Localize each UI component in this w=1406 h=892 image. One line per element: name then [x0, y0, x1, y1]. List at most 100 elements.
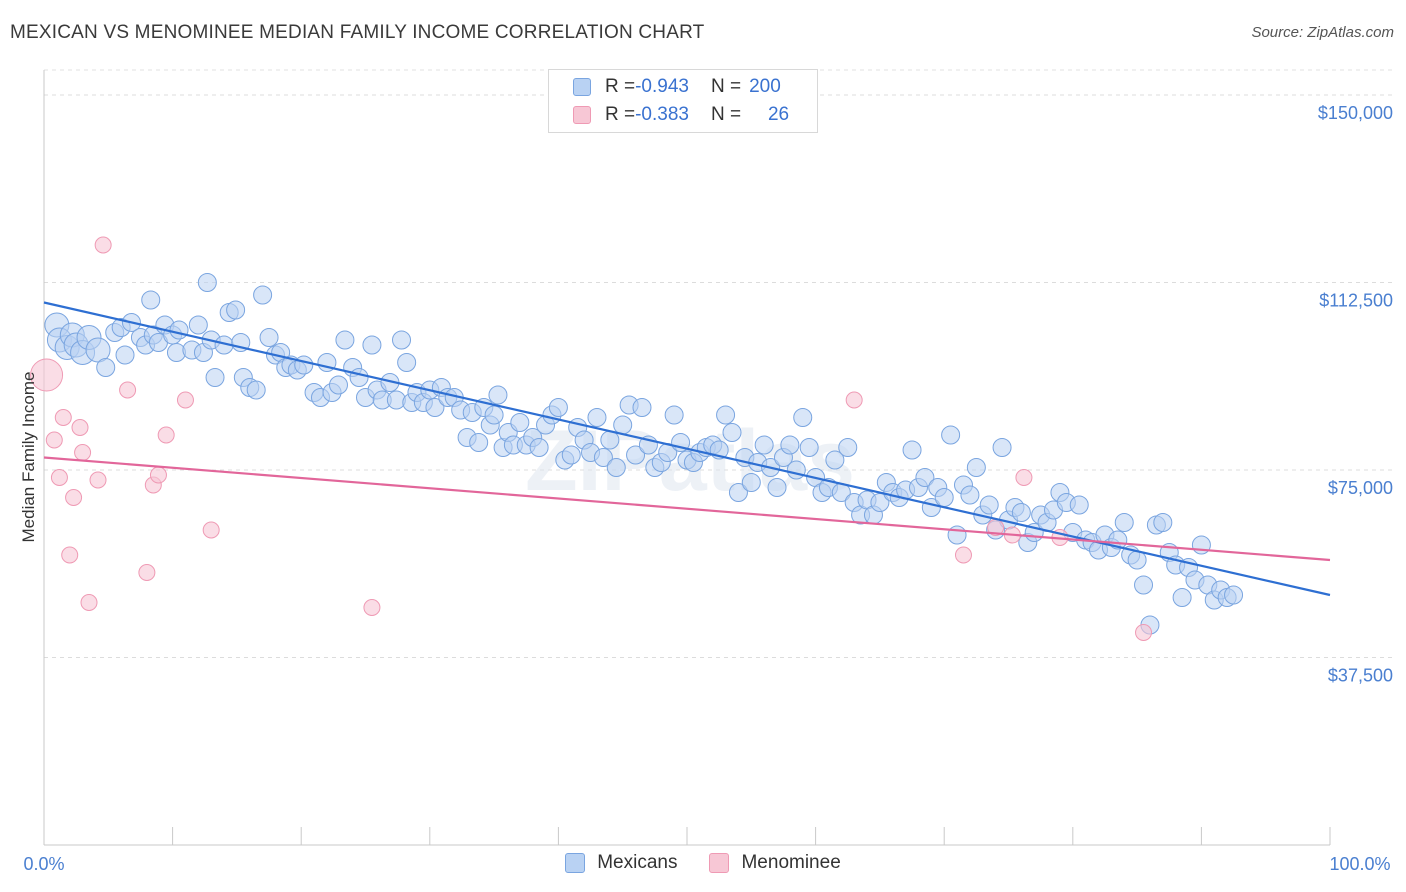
menominee-point [1015, 469, 1033, 486]
legend-row-mexicans: R = -0.943 N = 200 [573, 74, 781, 100]
mexicans-point [169, 320, 189, 340]
mexicans-point [115, 345, 135, 365]
y-tick-label: $112,500 [1319, 291, 1393, 311]
menominee-point [149, 466, 167, 484]
y-tick-label: $75,000 [1328, 478, 1393, 498]
series-legend: Mexicans Menominee [0, 852, 1406, 874]
menominee-point [80, 594, 98, 611]
mexicans-point [1224, 585, 1244, 605]
mexicans-point [587, 408, 607, 427]
mexicans-point [915, 468, 935, 487]
mexicans-point [722, 423, 742, 442]
menominee-point [94, 236, 112, 254]
mexicans-point [328, 375, 348, 395]
legend-row-menominee: R = -0.383 N = 26 [573, 102, 789, 128]
mexicans-point [510, 413, 530, 432]
menominee-point [119, 381, 137, 399]
mexicans-point [632, 398, 652, 417]
mexicans-point [767, 478, 787, 497]
mexicans-point [548, 398, 568, 417]
mexicans-point [934, 488, 954, 507]
legend-swatch-pink [573, 106, 591, 124]
mexicans-point [741, 473, 761, 492]
mexicans-point [1011, 503, 1031, 522]
mexicans-trend-line [43, 301, 1331, 597]
mexicans-point [484, 405, 504, 425]
menominee-point [74, 444, 92, 461]
legend-label-mexicans: Mexicans [597, 852, 678, 873]
mexicans-point [1127, 550, 1147, 570]
legend-swatch-menominee [709, 853, 730, 873]
mexicans-point [362, 335, 382, 355]
mexicans-point [1134, 575, 1154, 595]
mexicans-point [253, 285, 273, 305]
menominee-point [54, 409, 72, 426]
legend-item-mexicans: Mexicans [565, 852, 677, 874]
menominee-point [363, 599, 381, 616]
legend-r-label: R = [605, 76, 636, 97]
mexicans-point [1153, 513, 1173, 532]
menominee-point [176, 391, 194, 409]
y-axis-label: Median Family Income [19, 371, 38, 542]
legend-n-value: 200 [749, 76, 781, 97]
menominee-point [1135, 624, 1153, 641]
mexicans-point [966, 458, 986, 477]
mexicans-point [941, 425, 961, 445]
legend-n-value: 26 [767, 104, 790, 125]
mexicans-point [606, 458, 626, 477]
menominee-point [65, 489, 83, 506]
chart-title: MEXICAN VS MENOMINEE MEDIAN FAMILY INCOM… [10, 22, 705, 43]
mexicans-point [613, 415, 633, 435]
mexicans-point [786, 460, 806, 480]
legend-swatch-blue [573, 78, 591, 96]
mexicans-point [561, 445, 581, 465]
menominee-point [61, 546, 79, 564]
menominee-point [50, 469, 68, 486]
menominee-points [30, 236, 1153, 641]
menominee-point [45, 431, 63, 449]
mexicans-points [44, 273, 1244, 635]
mexicans-point [793, 408, 813, 427]
stats-legend: R = -0.943 N = 200 R = -0.383 N = 26 [548, 69, 818, 133]
menominee-point [30, 358, 64, 392]
menominee-point [845, 391, 863, 409]
mexicans-point [1172, 588, 1192, 607]
legend-r-value: -0.943 [635, 76, 689, 97]
mexicans-point [335, 330, 355, 350]
mexicans-point [754, 435, 774, 455]
menominee-point [157, 426, 175, 444]
mexicans-point [392, 330, 412, 350]
mexicans-point [992, 438, 1012, 457]
mexicans-point [838, 438, 858, 457]
mexicans-point [397, 353, 417, 372]
mexicans-point [205, 368, 225, 387]
x-tick-label-min: 0.0% [23, 854, 64, 874]
mexicans-point [96, 358, 116, 377]
mexicans-point [979, 495, 999, 515]
source-label: Source: ZipAtlas.com [1251, 24, 1394, 41]
x-tick-label-max: 100.0% [1329, 854, 1390, 874]
mexicans-point [716, 405, 736, 425]
menominee-point [71, 419, 89, 436]
menominee-trend-line [43, 456, 1331, 562]
mexicans-point [141, 290, 161, 310]
mexicans-point [197, 273, 217, 292]
mexicans-point [488, 385, 508, 405]
mexicans-point [529, 438, 549, 457]
mexicans-point [349, 368, 369, 387]
trend-lines [43, 301, 1331, 597]
mexicans-point [469, 433, 489, 452]
mexicans-point [799, 438, 819, 457]
legend-r-label: R = [605, 104, 636, 125]
mexicans-point [188, 315, 208, 335]
mexicans-point [1069, 495, 1089, 515]
mexicans-point [902, 440, 922, 460]
mexicans-point [425, 398, 445, 417]
legend-item-menominee: Menominee [709, 852, 841, 874]
mexicans-point [246, 380, 266, 400]
menominee-point [138, 564, 156, 581]
mexicans-point [825, 450, 845, 470]
y-tick-labels: $37,500 $75,000 $112,500 $150,000 [1318, 103, 1393, 686]
menominee-point [954, 546, 972, 564]
